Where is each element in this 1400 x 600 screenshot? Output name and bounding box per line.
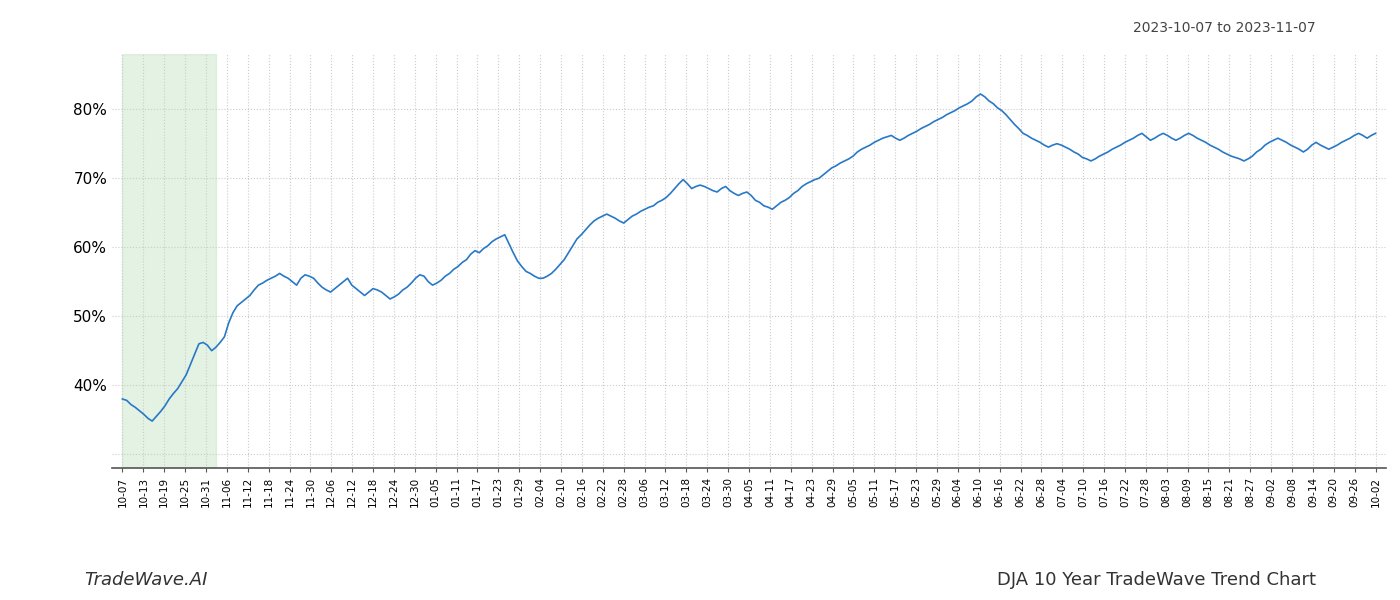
Text: DJA 10 Year TradeWave Trend Chart: DJA 10 Year TradeWave Trend Chart xyxy=(997,571,1316,589)
Text: TradeWave.AI: TradeWave.AI xyxy=(84,571,207,589)
Text: 2023-10-07 to 2023-11-07: 2023-10-07 to 2023-11-07 xyxy=(1134,21,1316,35)
Bar xyxy=(122,54,217,468)
